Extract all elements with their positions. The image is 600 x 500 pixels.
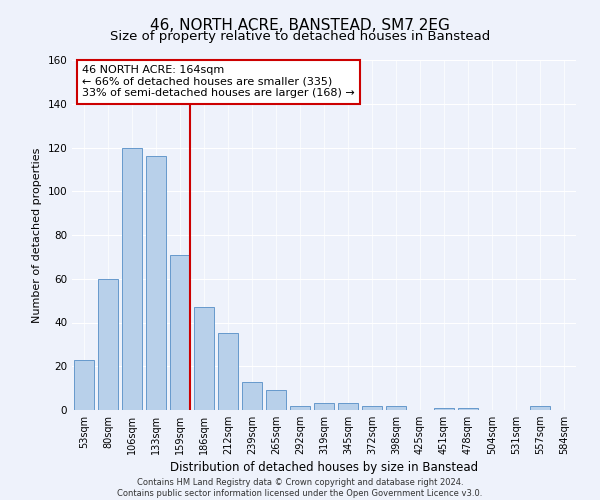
Text: Contains HM Land Registry data © Crown copyright and database right 2024.
Contai: Contains HM Land Registry data © Crown c… [118,478,482,498]
Bar [194,307,214,410]
Y-axis label: Number of detached properties: Number of detached properties [32,148,42,322]
Text: 46, NORTH ACRE, BANSTEAD, SM7 2EG: 46, NORTH ACRE, BANSTEAD, SM7 2EG [150,18,450,32]
Bar [290,406,310,410]
Bar [530,406,550,410]
X-axis label: Distribution of detached houses by size in Banstead: Distribution of detached houses by size … [170,462,478,474]
Bar [122,148,142,410]
Bar [338,404,358,410]
Bar [170,254,190,410]
Text: 46 NORTH ACRE: 164sqm
← 66% of detached houses are smaller (335)
33% of semi-det: 46 NORTH ACRE: 164sqm ← 66% of detached … [82,66,355,98]
Bar [98,279,118,410]
Text: Size of property relative to detached houses in Banstead: Size of property relative to detached ho… [110,30,490,43]
Bar [218,334,238,410]
Bar [386,406,406,410]
Bar [458,408,478,410]
Bar [242,382,262,410]
Bar [434,408,454,410]
Bar [314,404,334,410]
Bar [74,360,94,410]
Bar [146,156,166,410]
Bar [362,406,382,410]
Bar [266,390,286,410]
